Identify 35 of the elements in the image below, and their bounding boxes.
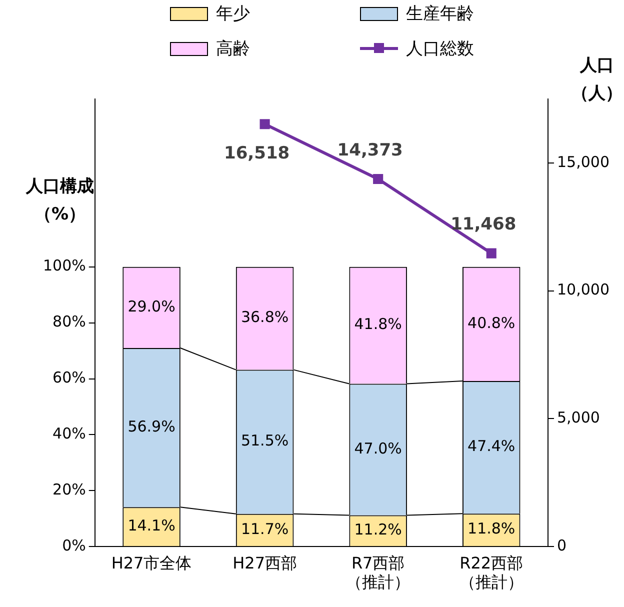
y-tick-label: 80% xyxy=(52,312,86,331)
data-label: 29.0% xyxy=(128,297,176,316)
data-label: 14,373 xyxy=(337,140,403,160)
data-label: 36.8% xyxy=(240,308,289,326)
y2-tick-label: 15,000 xyxy=(557,152,610,171)
data-label: 47.0% xyxy=(354,439,402,458)
data-label: 14.1% xyxy=(128,516,176,535)
data-label: 11.8% xyxy=(468,520,516,538)
y2-axis-title: 人口（人） xyxy=(572,55,622,104)
data-label: 11,468 xyxy=(450,214,516,235)
data-label: 41.8% xyxy=(354,315,402,334)
data-label: 11.7% xyxy=(240,520,289,538)
x-tick-label: H27西部 xyxy=(232,553,297,572)
y2-tick-label: 5,000 xyxy=(557,408,600,427)
y2-tick-label: 10,000 xyxy=(557,280,610,299)
data-label: 16,518 xyxy=(224,144,290,164)
y-tick-label: 100% xyxy=(42,256,86,275)
data-label: 11.2% xyxy=(354,520,402,539)
legend-label: 年少 xyxy=(216,3,250,25)
y2-tick-label: 0 xyxy=(557,536,567,554)
y-tick-label: 60% xyxy=(52,368,86,387)
legend-label: 高齢 xyxy=(216,38,250,60)
x-tick-label: R7西部（推計） xyxy=(346,553,410,592)
data-label: 47.4% xyxy=(468,437,516,456)
data-label: 56.9% xyxy=(128,417,176,436)
data-label: 40.8% xyxy=(468,314,516,332)
data-label: 51.5% xyxy=(240,432,289,450)
y-tick-label: 0% xyxy=(62,536,86,554)
x-tick-label: R22西部（推計） xyxy=(459,553,524,592)
y-axis-title: 人口構成（%） xyxy=(25,176,94,224)
y-tick-label: 20% xyxy=(52,480,86,499)
legend-label: 人口総数 xyxy=(406,38,474,60)
x-tick-label: H27市全体 xyxy=(111,553,192,572)
legend-label: 生産年齢 xyxy=(406,3,474,25)
y-tick-label: 40% xyxy=(52,424,86,443)
